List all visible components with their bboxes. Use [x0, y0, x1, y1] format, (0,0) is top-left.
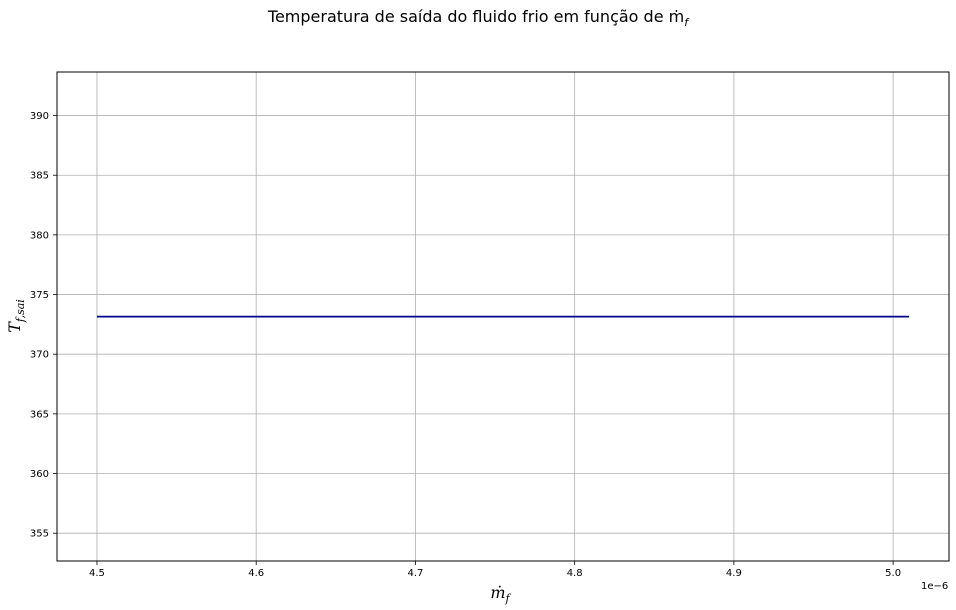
x-axis-label: ṁf [490, 583, 511, 605]
y-tick-label: 365 [30, 409, 49, 420]
x-axis-ticks: 4.5 4.6 4.7 4.8 4.9 5.0 [89, 561, 901, 579]
y-axis-label-subscript: f,sai [14, 299, 27, 323]
x-tick-label: 4.5 [89, 568, 105, 579]
y-axis-ticks: 355 360 365 370 375 380 385 390 [30, 111, 57, 540]
chart-title-subscript: f [684, 16, 690, 29]
y-axis-label-text: T [5, 321, 24, 333]
y-tick-label: 375 [30, 290, 49, 301]
x-tick-label: 4.8 [567, 568, 583, 579]
x-tick-label: 4.7 [407, 568, 423, 579]
x-tick-label: 4.9 [726, 568, 742, 579]
y-tick-label: 360 [30, 469, 49, 480]
y-tick-label: 385 [30, 171, 49, 182]
chart-title-text: Temperatura de saída do fluido frio em f… [267, 7, 684, 26]
plot-frame [56, 71, 950, 562]
y-tick-label: 370 [30, 350, 49, 361]
x-axis-offset-label: 1e−6 [921, 581, 948, 592]
chart-title: Temperatura de saída do fluido frio em f… [267, 7, 690, 29]
x-axis-label-text: ṁ [490, 583, 505, 602]
y-tick-label: 390 [30, 111, 49, 122]
x-tick-label: 4.6 [248, 568, 264, 579]
y-axis-label: Tf,sai [5, 299, 27, 333]
y-tick-label: 380 [30, 230, 49, 241]
y-tick-label: 355 [30, 529, 49, 540]
x-tick-label: 5.0 [885, 568, 901, 579]
x-axis-label-subscript: f [505, 592, 512, 605]
